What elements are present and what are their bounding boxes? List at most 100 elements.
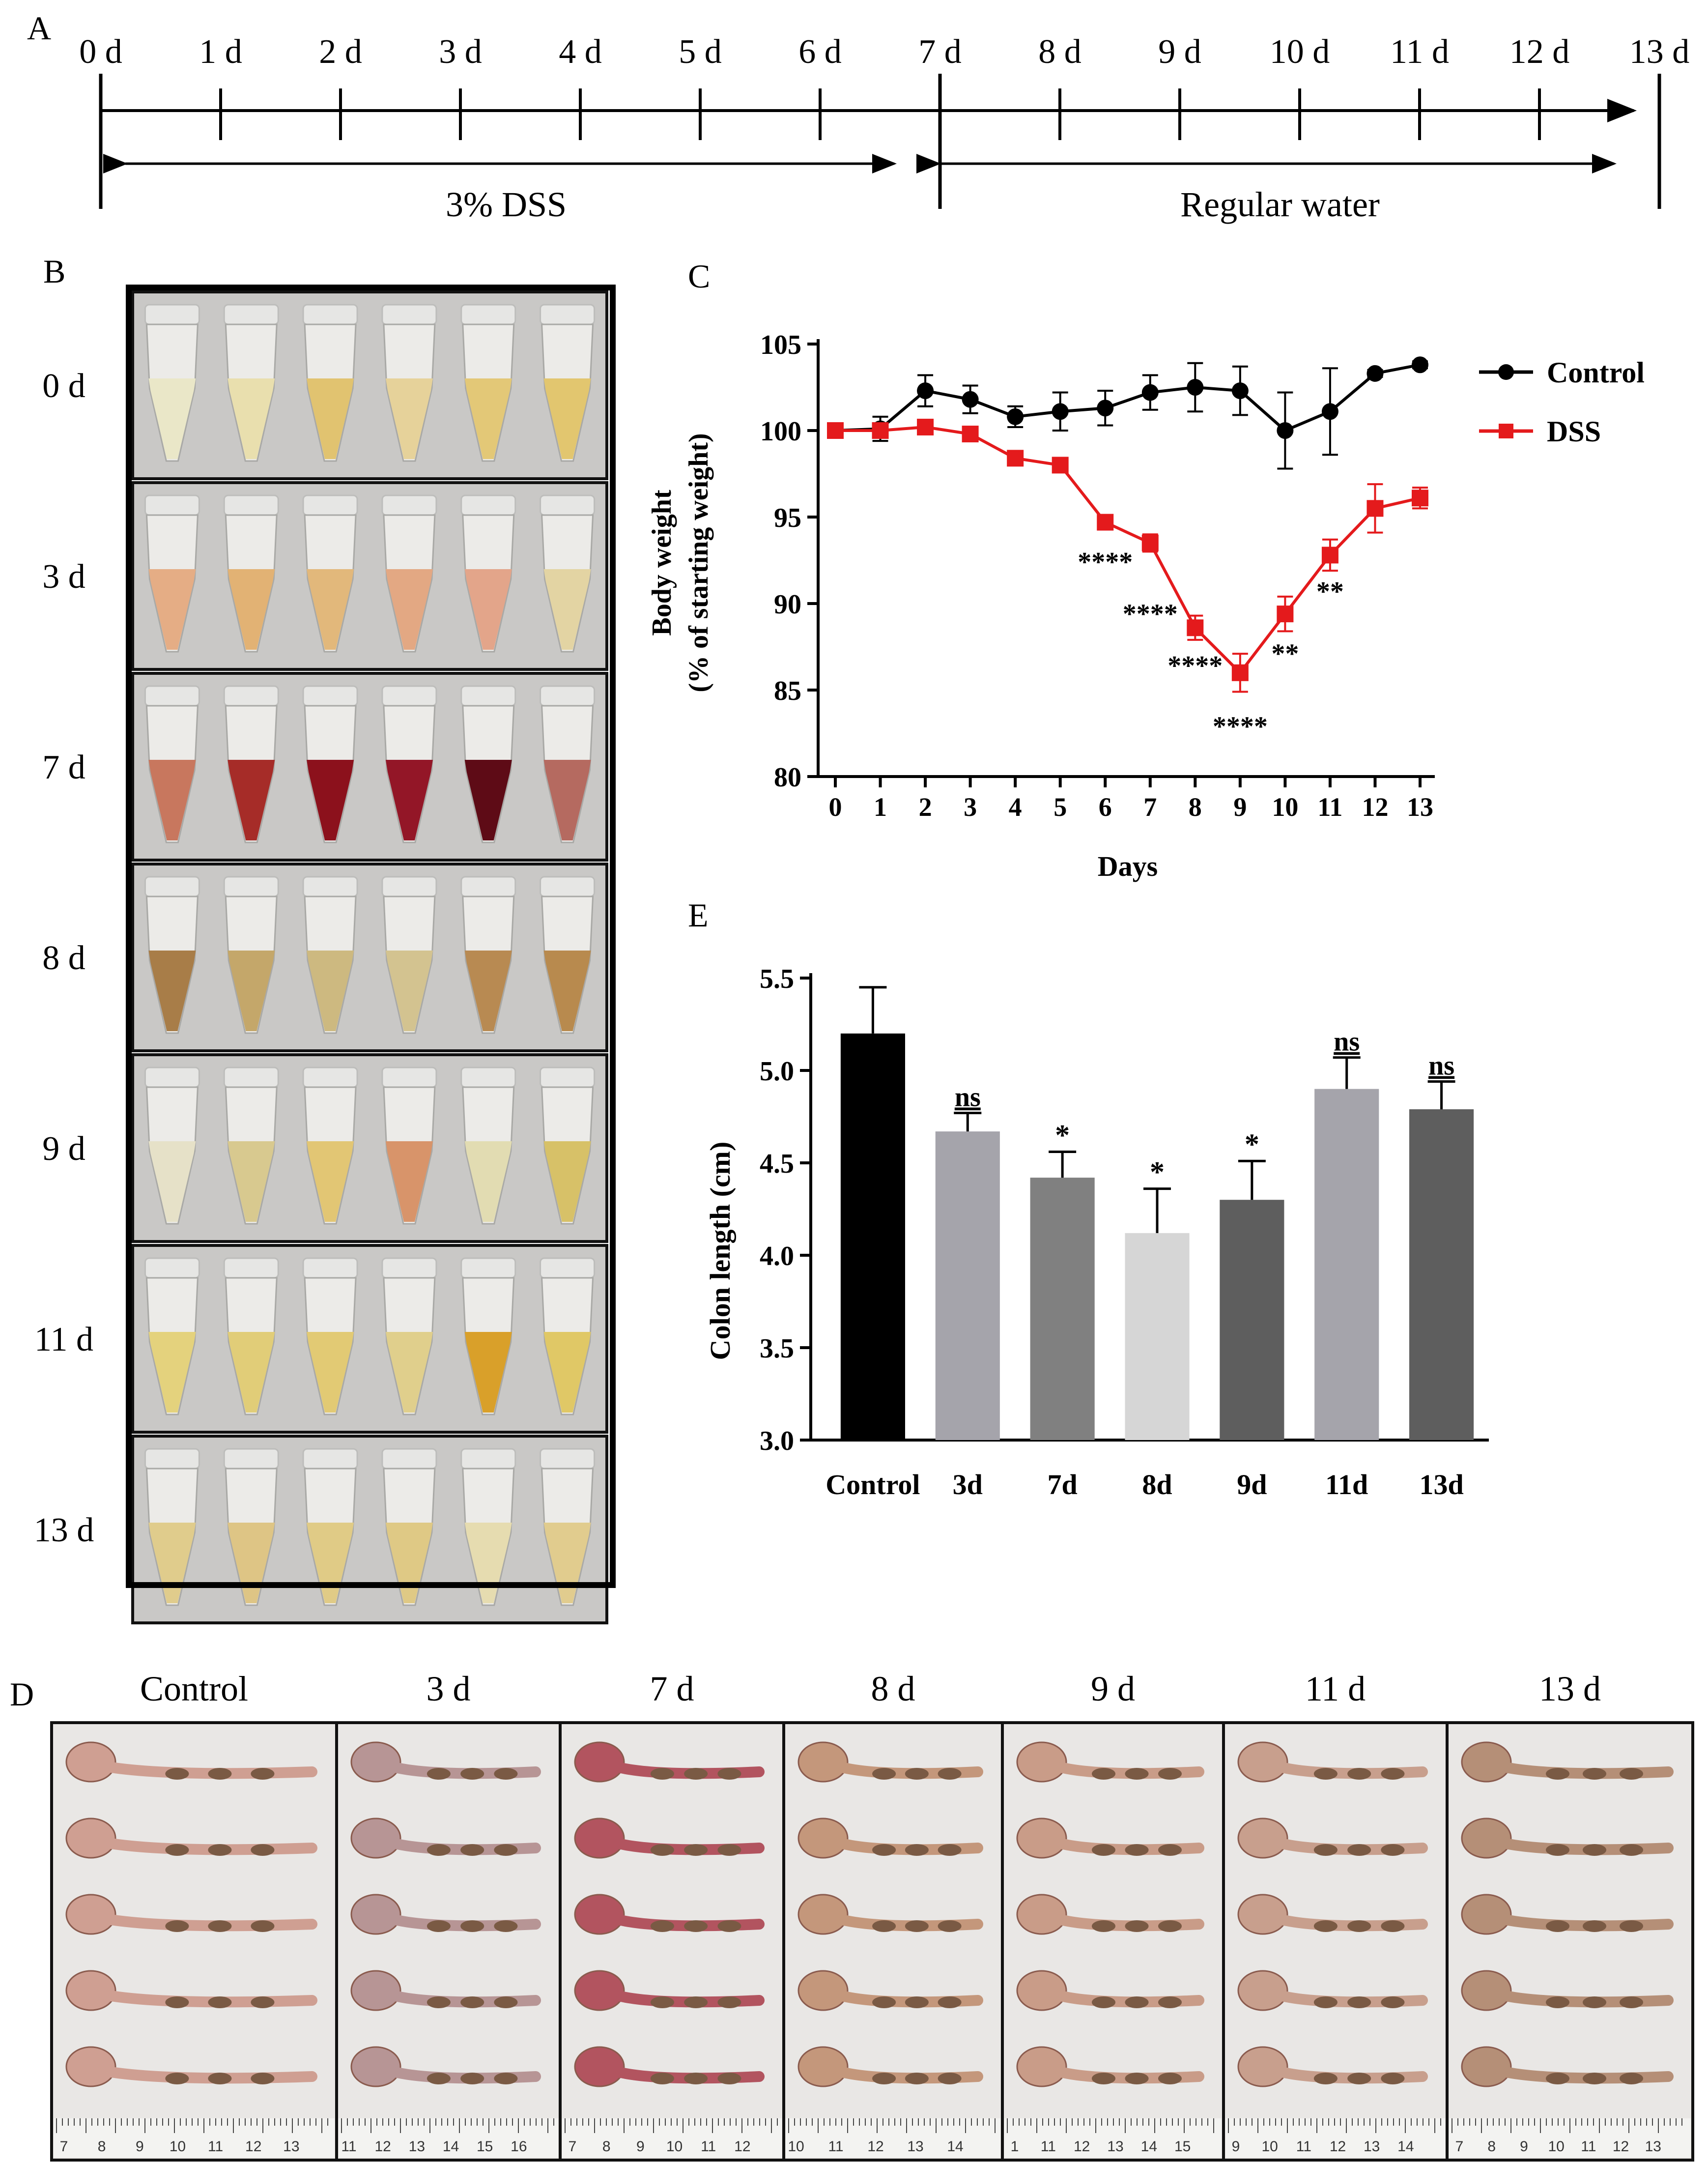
colon-cecum [1016, 1894, 1067, 1935]
ruler-number: 13 [907, 2138, 923, 2155]
ruler-number: 10 [788, 2138, 804, 2155]
panel-c-body-weight-chart: C Body weight (% of starting weight) Day… [647, 258, 1645, 882]
colon-group-label: 7 d [650, 1669, 694, 1708]
colon-cecum [1237, 1741, 1288, 1783]
ruler-number: 7 [60, 2138, 68, 2155]
colon-cecum [1016, 1741, 1067, 1783]
weight-point-dss [962, 426, 979, 443]
tube-cap [302, 304, 358, 325]
tube-photo-background [131, 1053, 608, 1243]
tube-cap [540, 1448, 596, 1470]
weight-y-tick-label: 100 [760, 416, 801, 447]
tube-row: 13 d [34, 1435, 608, 1624]
tube-liquid [385, 378, 433, 459]
timeline-day-label: 2 d [319, 33, 362, 71]
colon-significance-label: * [1055, 1119, 1070, 1151]
tube-liquid [385, 760, 433, 840]
ruler-number: 8 [1487, 2138, 1496, 2155]
colon-pellet [494, 1996, 518, 2008]
colon-bar [1030, 1178, 1095, 1440]
ruler-number: 11 [1296, 2138, 1311, 2155]
colon-photo-frame [335, 1721, 562, 2162]
tube-cap [381, 304, 437, 325]
tube-cap [381, 876, 437, 897]
colon-pellet [1313, 1920, 1338, 1932]
colon-pellet [494, 2073, 518, 2084]
colon-cecum [797, 2046, 849, 2087]
tube-liquid [148, 1332, 196, 1413]
weight-point-control [1412, 356, 1428, 374]
weight-y-tick-label: 105 [760, 330, 801, 360]
weight-x-tick-label: 0 [829, 792, 842, 822]
colon-pellet [165, 1996, 189, 2008]
timeline-day-label: 1 d [199, 33, 242, 71]
tube-cap [460, 1257, 516, 1279]
colon-pellet [165, 2073, 189, 2084]
legend-control-label: Control [1547, 356, 1645, 389]
ruler-strip [54, 2118, 335, 2158]
colon-significance-label: ns [955, 1082, 981, 1112]
ruler-number: 14 [1141, 2138, 1157, 2155]
colon-bar [935, 1131, 1000, 1440]
colon-y-tick-label: 5.5 [760, 964, 794, 994]
weight-x-tick-label: 11 [1317, 792, 1342, 822]
tube-liquid [228, 760, 275, 840]
tube-liquid [228, 1141, 275, 1222]
weight-point-dss [872, 422, 889, 439]
colon-pellet [938, 1844, 962, 1856]
colon-pellet [717, 1996, 741, 2008]
weight-y-axis-title-line2: (% of starting weight) [683, 433, 714, 692]
colon-pellet [650, 1996, 674, 2008]
colon-y-tick-label: 3.0 [760, 1426, 794, 1456]
colon-cecum [797, 1741, 849, 1783]
colon-pellet [684, 2073, 708, 2084]
colon-pellet [1158, 1768, 1182, 1780]
colon-photo-frame [1001, 1721, 1225, 2162]
ruler-number: 14 [1397, 2138, 1414, 2155]
colon-pellet [251, 1768, 275, 1780]
colon-group-label: 8 d [871, 1669, 915, 1708]
colon-pellet [650, 1844, 674, 1856]
colon-pellet [1347, 1844, 1371, 1856]
colon-pellet [872, 1844, 896, 1856]
colon-pellet [1092, 1996, 1115, 2008]
weight-x-tick-label: 12 [1362, 792, 1388, 822]
weight-y-tick-label: 95 [774, 503, 801, 533]
tube-liquid [543, 378, 591, 459]
ruler-number: 16 [511, 2138, 527, 2155]
tube-liquid [307, 1141, 354, 1222]
colon-pellet [1583, 1768, 1606, 1780]
colon-group: 8 d 10 11 12 13 14 [782, 1669, 1004, 2162]
weight-x-tick-label: 7 [1143, 792, 1157, 822]
colon-photo-frame [1222, 1721, 1449, 2162]
ruler-number: 13 [1107, 2138, 1123, 2155]
timeline-day-label: 6 d [798, 33, 842, 71]
colon-pellet [938, 1768, 962, 1780]
panel-d-colon-photos: D Control 7 8 9 10 11 12 13 3 d 11 12 13 14 15 16 7 d 7 8… [10, 1669, 1694, 2162]
weight-significance-label: **** [1167, 651, 1223, 681]
tube-cap [381, 1257, 437, 1279]
ruler-number: 14 [443, 2138, 459, 2155]
ruler-number: 11 [1581, 2138, 1596, 2155]
ruler-number: 8 [98, 2138, 106, 2155]
tube-liquid [543, 1332, 591, 1413]
colon-pellet [1158, 2073, 1182, 2084]
colon-x-tick-label: 8d [1142, 1469, 1172, 1501]
colon-significance-label: * [1150, 1156, 1165, 1188]
colon-pellet [938, 1996, 962, 2008]
colon-pellet [905, 1920, 929, 1932]
colon-pellet [208, 1920, 232, 1932]
tube-liquid [148, 1141, 196, 1222]
colon-pellet [1313, 1768, 1338, 1780]
weight-point-dss [1141, 534, 1159, 551]
panel-label-b: B [43, 253, 65, 290]
colon-y-tick-label: 4.0 [760, 1241, 794, 1271]
colon-pellet [1092, 1768, 1115, 1780]
weight-point-control [962, 391, 979, 408]
colon-cecum [1461, 2046, 1512, 2087]
colon-cecum [1461, 1741, 1512, 1783]
ruler-number: 7 [569, 2138, 577, 2155]
water-phase-label: Regular water [1180, 185, 1380, 224]
weight-x-tick-label: 5 [1053, 792, 1067, 822]
colon-pellet [1583, 2073, 1606, 2084]
